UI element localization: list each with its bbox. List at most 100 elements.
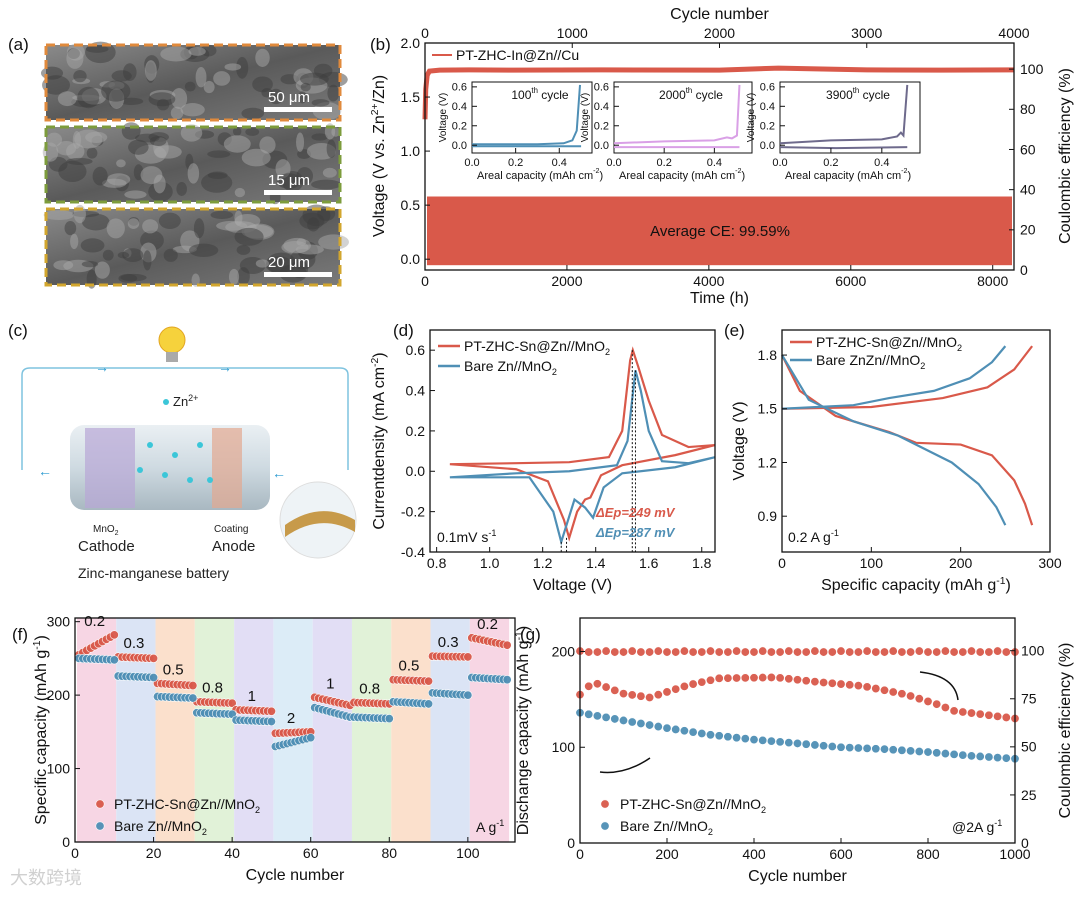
x-tick-label: 60: [303, 845, 319, 861]
data-point: [636, 691, 646, 701]
y2-axis-title: Coulombic efficiency (%): [1057, 643, 1074, 819]
x-tick-label: 1.2: [533, 555, 553, 571]
inset-x-axis-title-part: -2: [901, 167, 907, 175]
ce-point: [958, 647, 968, 657]
x-axis-title-part: Time (h): [690, 290, 749, 307]
inset-x-axis-title-part: ): [908, 170, 912, 182]
sem-texture-grain: [66, 48, 84, 69]
sem-texture-grain: [236, 56, 249, 79]
y-tick-label: 0.0: [760, 140, 775, 152]
data-point: [149, 653, 159, 663]
zn-ion-label: Zn2+: [173, 393, 198, 409]
inset-x-axis-title: Areal capacity (mAh cm-2): [477, 167, 603, 182]
sem-texture-grain: [187, 163, 200, 184]
data-point: [109, 630, 119, 640]
x-tick-label: 40: [224, 845, 240, 861]
x-tick-label: 200: [655, 846, 679, 862]
sem-texture-grain: [268, 88, 284, 105]
legend-label: PT-ZHC-Sn@Zn//MnO2: [816, 334, 962, 353]
panel-label-e: (e): [724, 321, 745, 340]
sem-texture-grain: [275, 159, 291, 179]
legend-label-part: 2: [552, 367, 557, 377]
x-tick-label: 4000: [693, 273, 724, 289]
x-tick-label: 6000: [835, 273, 866, 289]
discharge-curve-2: [781, 354, 1007, 526]
y-tick-label: 0.0: [452, 140, 467, 152]
panel-label-f: (f): [12, 625, 28, 644]
data-point: [705, 730, 715, 740]
data-point: [940, 749, 950, 759]
inset-y-axis-title: Voltage (V): [580, 93, 591, 142]
data-point: [1001, 753, 1011, 763]
y-tick-label: 0.2: [594, 121, 609, 133]
sem-texture-grain: [140, 166, 163, 185]
inset-title: 100th cycle: [511, 86, 569, 102]
top-x-axis-title-part: Cycle number: [670, 6, 769, 23]
rate-band: [194, 618, 235, 842]
y-axis-title: Currentdensity (mA cm-2): [370, 352, 388, 529]
data-point: [592, 711, 602, 721]
x-tick-label: 300: [1038, 555, 1062, 571]
panel-a-sem-images: 50 μm 15 μm 20 μm: [40, 41, 350, 289]
current-density-label-part: -1: [994, 818, 1002, 828]
ce-point: [584, 647, 594, 657]
sem-texture-grain: [42, 75, 70, 95]
ce-point: [705, 646, 715, 656]
plot-frame: [579, 617, 1016, 844]
legend-label-part: 2: [605, 347, 610, 357]
y-tick-label: -0.4: [401, 544, 425, 560]
inset-title: 2000th cycle: [659, 86, 723, 102]
y2-tick-label: 100: [1020, 61, 1044, 77]
current-density-label-part: @2A g: [952, 819, 994, 835]
data-point: [897, 689, 907, 699]
sem-texture-grain: [296, 132, 305, 152]
data-point: [662, 687, 672, 697]
data-point: [645, 692, 655, 702]
sem-texture-grain: [64, 221, 77, 236]
data-point: [766, 736, 776, 746]
inset-2: 0.0 0.2 0.4 0.0 0.2 0.4 0.6 Areal capacity (mAh…: [580, 81, 753, 182]
y-axis-title-part: -1: [514, 631, 525, 640]
y2-tick-label: 75: [1021, 691, 1037, 707]
data-point: [871, 744, 881, 754]
inset-y-axis-title: Voltage (V): [746, 93, 757, 142]
rate-band: [351, 618, 392, 842]
sem-texture-grain: [195, 67, 207, 88]
panel-c-battery-illustration: → → ← ← Zn2+ MnO2 Cathode Coating Anode …: [21, 326, 357, 581]
charge-curve-2: [781, 345, 1007, 410]
sem-texture-grain: [255, 259, 270, 268]
data-point: [914, 746, 924, 756]
data-point: [653, 690, 663, 700]
inset-x-axis-title: Areal capacity (mAh cm-2): [785, 167, 911, 182]
data-point: [601, 682, 611, 692]
y-tick-label: 100: [552, 739, 576, 755]
x-tick-label: 0.2: [508, 157, 523, 169]
sem-texture-grain: [234, 227, 264, 246]
sem-texture-grain: [297, 91, 307, 104]
scan-rate-label-part: -1: [488, 528, 496, 538]
inset-y-axis-title: Voltage (V): [438, 93, 449, 142]
ce-point: [862, 646, 872, 656]
x-tick-label: 600: [829, 846, 853, 862]
ce-point: [714, 647, 724, 657]
top-x-tick-label: 3000: [851, 25, 882, 41]
inset-x-axis-title-part: -2: [593, 167, 599, 175]
y2-tick-label: 60: [1020, 141, 1036, 157]
x-tick-label: 0.0: [464, 157, 479, 169]
sem-texture-grain: [326, 139, 337, 159]
data-point: [775, 737, 785, 747]
legend-label-part: PT-ZHC-Sn@Zn//MnO: [464, 338, 605, 354]
inset-title-part: 100: [511, 88, 531, 102]
x-tick-label: 1.8: [692, 555, 712, 571]
ce-point: [662, 647, 672, 657]
ce-point: [949, 647, 959, 657]
y-axis-title: Specific capacity (mAh g-1): [32, 635, 50, 825]
data-point: [424, 676, 434, 686]
data-point: [732, 733, 742, 743]
sem-texture-grain: [77, 86, 100, 109]
ce-point: [749, 647, 759, 657]
data-point: [463, 690, 473, 700]
sem-texture-grain: [276, 173, 302, 189]
data-point: [879, 685, 889, 695]
x-tick-label: 2000: [551, 273, 582, 289]
